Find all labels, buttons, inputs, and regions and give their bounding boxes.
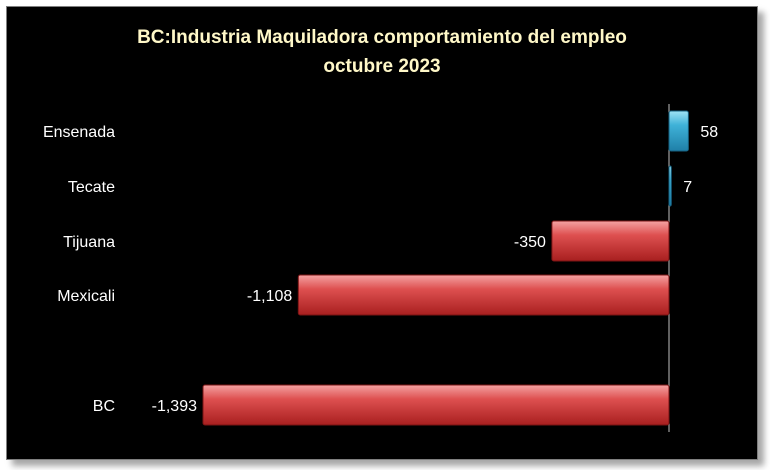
value-label-ensenada: 58 [700, 124, 718, 141]
category-label-mexicali: Mexicali [57, 288, 115, 305]
bar-tijuana [551, 220, 670, 262]
value-label-bc: -1,393 [152, 398, 197, 415]
bar-bc [202, 384, 670, 426]
bar-mexicali [297, 274, 670, 316]
value-label-tecate: 7 [683, 179, 692, 196]
value-label-mexicali: -1,108 [247, 288, 292, 305]
category-label-tijuana: Tijuana [63, 234, 115, 251]
category-label-bc: BC [93, 398, 115, 415]
category-label-ensenada: Ensenada [43, 124, 115, 141]
bar-tecate [668, 165, 672, 207]
category-label-tecate: Tecate [68, 179, 115, 196]
bar-ensenada [668, 110, 689, 152]
value-label-tijuana: -350 [514, 234, 546, 251]
chart-title: BC:Industria Maquiladora comportamiento … [137, 27, 627, 48]
chart-title-block: BC:Industria Maquiladora comportamiento … [7, 23, 757, 81]
chart-subtitle: octubre 2023 [323, 56, 441, 77]
